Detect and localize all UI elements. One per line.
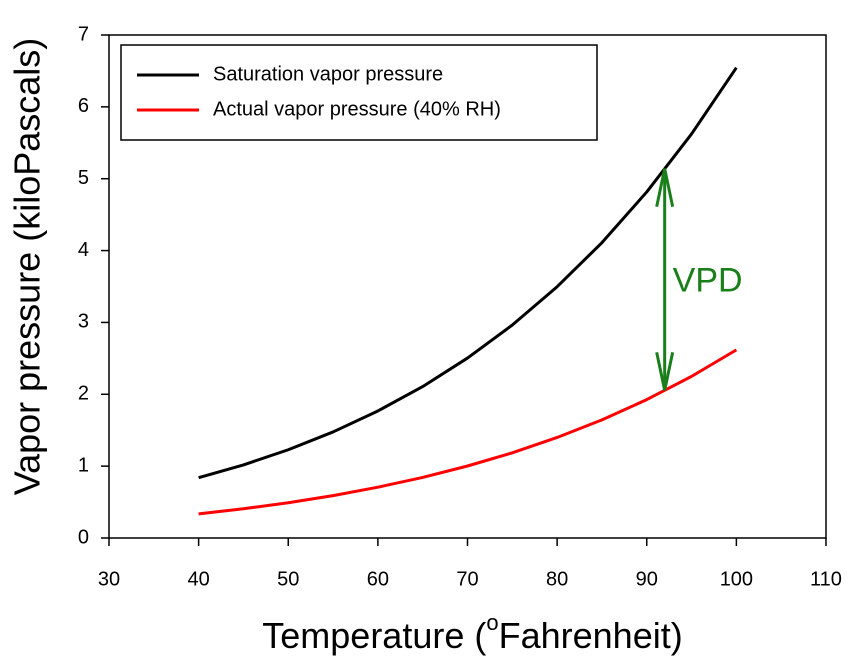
x-tick-label: 80 xyxy=(546,568,568,590)
y-tick-label: 4 xyxy=(78,239,89,261)
x-tick-label: 60 xyxy=(367,568,389,590)
x-tick-label: 70 xyxy=(456,568,478,590)
x-axis-label-part: Temperature ( xyxy=(262,615,486,656)
y-tick-label: 2 xyxy=(78,383,89,405)
y-axis-label: Vapor pressure (kiloPascals) xyxy=(7,38,48,496)
y-tick-label: 5 xyxy=(78,167,89,189)
legend-box xyxy=(120,44,598,141)
annotation: VPD xyxy=(673,262,743,300)
series-line xyxy=(198,66,738,480)
legend-label: Actual vapor pressure (40% RH) xyxy=(213,98,501,120)
legend-label: Saturation vapor pressure xyxy=(213,63,443,85)
x-axis-label: Temperature (oFahrenheit) xyxy=(262,610,682,656)
x-tick-label: 90 xyxy=(636,568,658,590)
x-tick-label: 30 xyxy=(98,568,120,590)
x-tick-label: 100 xyxy=(720,568,753,590)
x-tick-label: 40 xyxy=(188,568,210,590)
x-tick-label: 110 xyxy=(810,568,842,590)
x-axis-label-part: o xyxy=(486,610,498,635)
y-tick-label: 3 xyxy=(78,311,89,333)
y-tick-label: 0 xyxy=(78,526,89,548)
y-tick-label: 1 xyxy=(78,454,89,476)
y-tick-label: 7 xyxy=(78,23,89,45)
x-tick-label: 50 xyxy=(277,568,299,590)
series-line xyxy=(198,348,738,516)
vpd-arrow-head xyxy=(655,352,675,391)
vpd-arrow-head xyxy=(655,168,675,208)
y-tick-label: 6 xyxy=(78,95,89,117)
x-axis-label-part: Fahrenheit) xyxy=(499,615,683,656)
